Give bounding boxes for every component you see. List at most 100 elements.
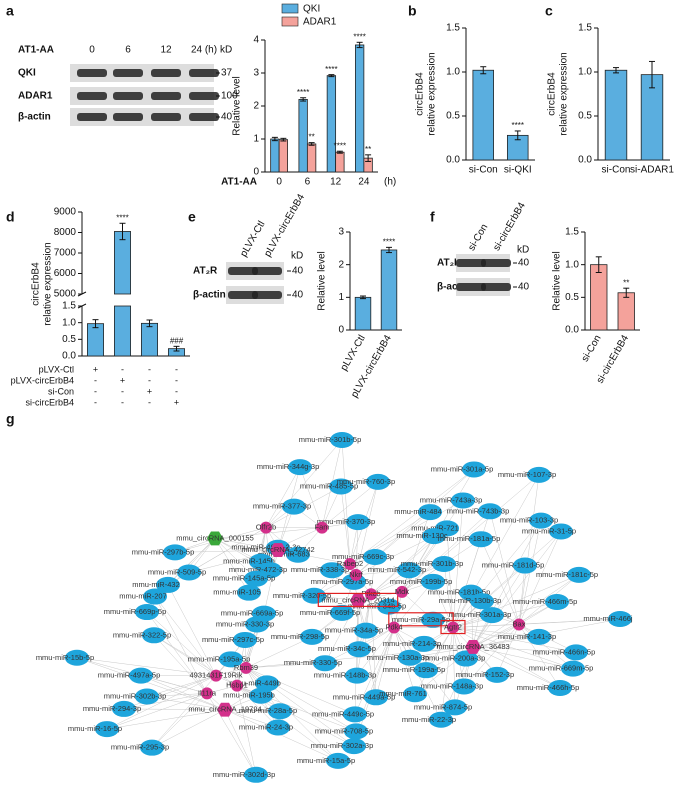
- y-tick-label: 0: [253, 167, 259, 178]
- node-label: mmu-miR-760-3p: [337, 477, 395, 486]
- mirna-node: [329, 478, 353, 495]
- mirna-node: [330, 604, 354, 621]
- network-edge: [401, 535, 435, 593]
- y-tick-label: 1.0: [565, 259, 579, 270]
- node-label: 4931431F19Rik: [190, 671, 243, 680]
- mrna-node: [316, 521, 328, 534]
- mirna-node: [548, 680, 572, 696]
- lane-label: 24 (h): [191, 45, 217, 56]
- blot-row-label: AT₂R: [437, 258, 462, 269]
- condition-label: si-Con: [48, 386, 74, 396]
- network-edge: [206, 693, 257, 775]
- mirna-node: [343, 706, 367, 723]
- x-tick-label: si-QKI: [504, 165, 532, 176]
- network-edge: [265, 467, 301, 528]
- condition-label: pLVX-Ctl: [39, 364, 74, 374]
- mirna-node: [451, 492, 475, 509]
- network-edge: [153, 635, 217, 676]
- network-edge: [123, 693, 208, 710]
- mirna-node: [326, 752, 350, 769]
- network-edge: [299, 467, 323, 528]
- bar: [380, 249, 398, 331]
- node-label: mmu-miR-301a-3p: [449, 610, 512, 619]
- blot-row-label: β-actin: [18, 112, 51, 123]
- node-label: mmu-miR-320-5p: [273, 591, 331, 600]
- y-axis-label: circErbB4: [547, 72, 558, 116]
- node-label: mmu-miR-34c-5p: [318, 644, 376, 653]
- condition-sign: +: [174, 397, 179, 407]
- network-edge: [263, 549, 279, 614]
- kd-label: 100: [221, 91, 238, 102]
- mirna-node: [545, 593, 569, 610]
- node-label: mmu-miR-24-3p: [239, 723, 293, 732]
- network-edge: [452, 627, 561, 689]
- mirna-node: [422, 528, 446, 545]
- node-label: mmu-miR-181d-5p: [482, 561, 545, 570]
- network-edge: [355, 535, 435, 576]
- kd-header: kD: [517, 245, 529, 256]
- node-label: mmu-miR-145b: [223, 557, 275, 566]
- network-edge: [76, 657, 226, 710]
- blot-band: [113, 69, 143, 77]
- x-tick-label: si-Con: [602, 165, 631, 176]
- mirna-node: [470, 593, 494, 610]
- network-edge: [443, 563, 454, 628]
- mirna-node: [366, 473, 390, 490]
- network-edge: [146, 675, 217, 697]
- blot-band: [189, 113, 219, 121]
- legend-label: ADAR1: [303, 17, 337, 28]
- network-edge: [245, 636, 313, 669]
- network-edge: [106, 693, 208, 730]
- y-axis-label: circErbB4: [415, 72, 426, 116]
- highlight-box: [388, 612, 454, 627]
- condition-sign: -: [148, 375, 151, 385]
- significance: ###: [170, 336, 184, 345]
- network-edge: [480, 539, 520, 625]
- network-edge: [414, 627, 454, 695]
- mirna-node: [143, 588, 167, 605]
- axis-break: [77, 291, 87, 297]
- node-label: mmu-miR-449a-5p: [333, 692, 396, 701]
- condition-sign: +: [120, 375, 125, 385]
- kd-label: 40: [292, 266, 304, 277]
- node-label: mmu-miR-466j: [583, 614, 633, 623]
- mirna-node: [414, 662, 438, 679]
- node-label: mmu-miR-485-5p: [300, 481, 358, 490]
- blot-band: [151, 92, 181, 100]
- node-label: mmu-miR-297c-5p: [202, 635, 264, 644]
- mrna-node: [350, 568, 362, 581]
- significance: ****: [334, 141, 346, 150]
- y-tick-label: 8000: [54, 227, 77, 238]
- mirna-node: [462, 461, 486, 478]
- lane-label: si-Con: [466, 222, 490, 253]
- significance: **: [365, 145, 371, 154]
- mirna-node: [112, 700, 136, 717]
- legend-swatch: [281, 16, 299, 27]
- mirna-node: [320, 562, 344, 579]
- network-edge: [452, 539, 482, 628]
- node-label: mmu-miR-22-3p: [402, 715, 456, 724]
- network-edge: [341, 439, 351, 565]
- network-edge: [224, 709, 257, 775]
- y-tick-label: 2: [253, 101, 259, 112]
- lane-label: 0: [89, 45, 95, 56]
- mirna-node: [288, 459, 312, 476]
- mirna-node: [142, 627, 166, 644]
- mirna-node: [330, 432, 354, 448]
- network-edge: [188, 549, 279, 573]
- mirna-node: [344, 723, 368, 740]
- node-label: mmu-miR-28a-5p: [239, 706, 297, 715]
- node-label: mmu-miR-302d-3p: [213, 770, 276, 779]
- network-edge: [123, 708, 226, 710]
- node-label: mmu_circRNA_19794: [188, 705, 261, 714]
- node-label: mmu-miR-449c-5p: [312, 709, 374, 718]
- circrna-node: [350, 593, 366, 608]
- network-edge: [154, 596, 208, 694]
- node-label: mmu-miR-130b-3p: [439, 596, 502, 605]
- blot-row-label: AT₂R: [193, 266, 218, 277]
- node-label: mmu-miR-107-3p: [498, 470, 556, 479]
- mirna-node: [345, 667, 369, 684]
- y-tick-label: 5000: [54, 289, 77, 300]
- node-label: mmu-miR-200a-3p: [423, 654, 486, 663]
- x-tick-label: si-ADAR1: [630, 165, 674, 176]
